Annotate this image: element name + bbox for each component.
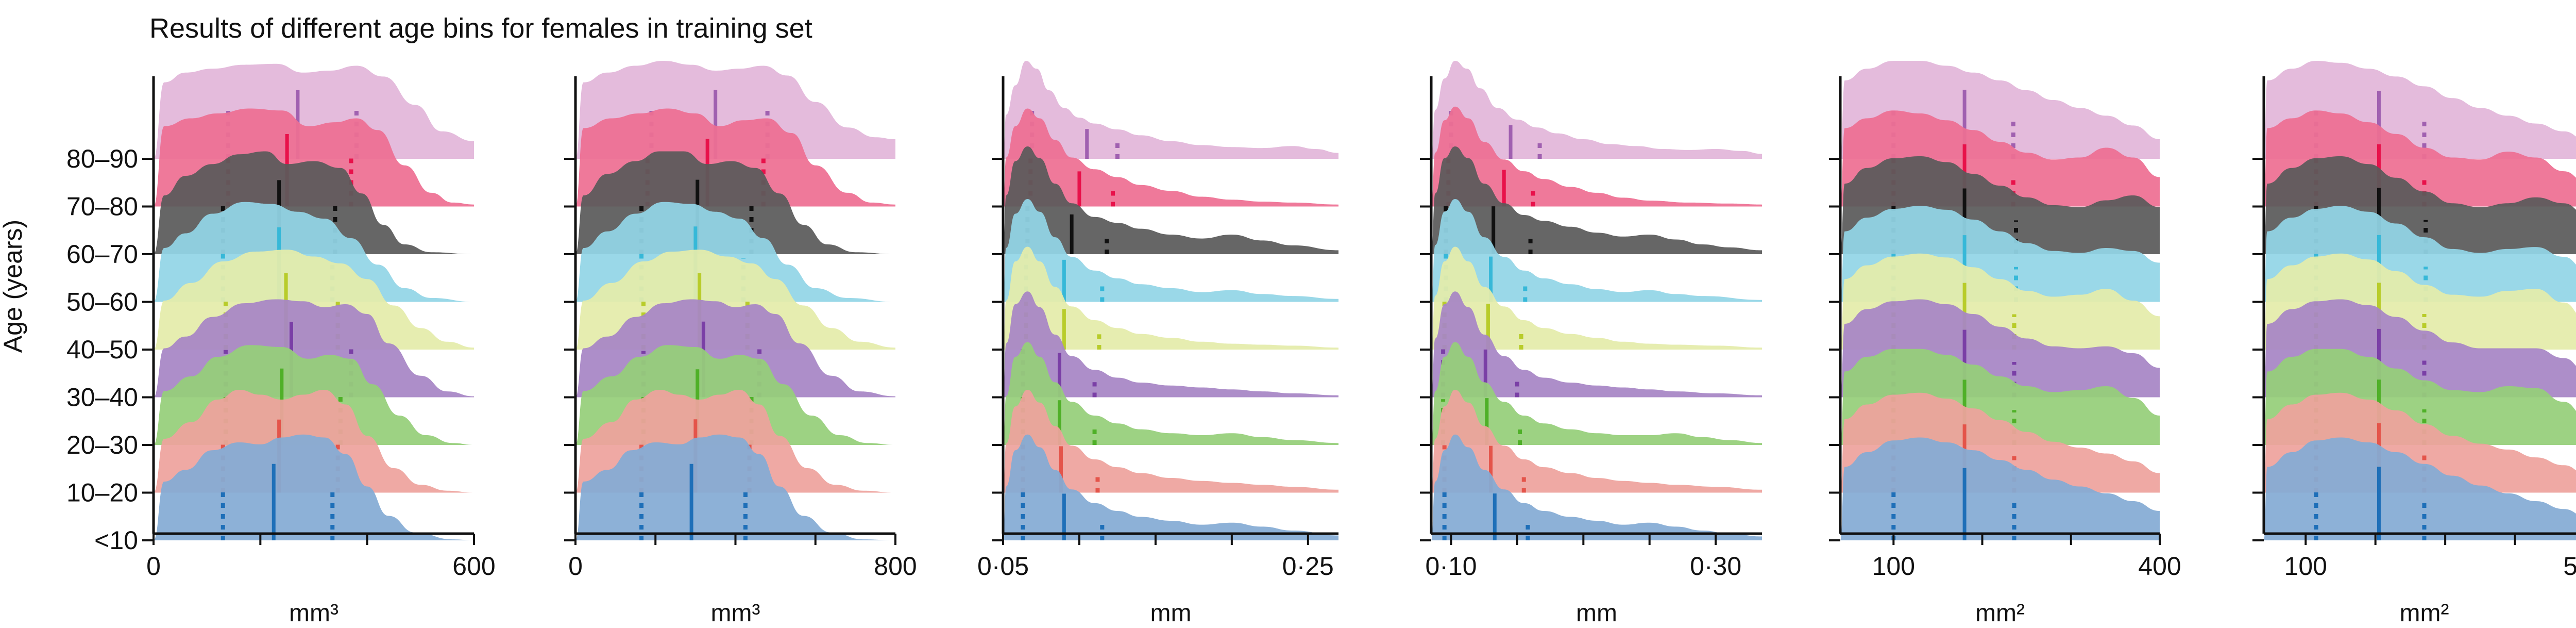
ridge-9: [575, 434, 895, 540]
ridge-3: [1431, 146, 1762, 254]
y-tick-label: 50–60: [66, 288, 138, 317]
ridge-8: [1431, 390, 1762, 493]
y-axis-label: Age (years): [0, 220, 27, 353]
x-axis-label: mm: [1150, 600, 1192, 627]
y-tick-label: 70–80: [66, 192, 138, 221]
ridgeline-panel-3: 0·05 0·25 mm: [977, 61, 1338, 627]
x-tick-label: 0·25: [1282, 552, 1334, 581]
ridgeline-panel-4: 0·10 0·30 mm: [1420, 61, 1762, 627]
x-tick-label: 800: [874, 552, 917, 581]
ridge-1: [1431, 61, 1762, 159]
x-tick-label: 100: [2284, 552, 2327, 581]
ridge-9: [1003, 434, 1338, 540]
y-tick-label: 10–20: [66, 478, 138, 507]
x-tick-label: 400: [2138, 552, 2181, 581]
ridge-9: [1431, 434, 1762, 540]
y-tick-label: 30–40: [66, 383, 138, 412]
ridge-5: [1003, 246, 1338, 350]
ridgeline-panel-1: 0 600 mm³: [142, 63, 496, 627]
ridgeline-panel-2: 0 800 mm³: [564, 61, 917, 627]
ridge-3: [1003, 146, 1338, 254]
ridge-2: [1003, 108, 1338, 207]
x-axis-label: mm³: [289, 600, 338, 627]
x-axis-label: mm³: [711, 600, 760, 627]
ridge-7: [1003, 342, 1338, 445]
ridge-6: [1431, 291, 1762, 398]
y-tick-label: 80–90: [66, 144, 138, 173]
x-axis-label: mm²: [1975, 600, 2025, 627]
ridge-4: [1431, 199, 1762, 302]
ridge-9: [2264, 437, 2576, 540]
ridge-6: [1003, 291, 1338, 398]
x-tick-label: 500: [2563, 552, 2576, 581]
x-tick-label: 600: [452, 552, 495, 581]
y-tick-label: 20–30: [66, 431, 138, 459]
ridge-5: [1431, 246, 1762, 350]
ridge-4: [1003, 199, 1338, 302]
x-tick-label: 0·05: [977, 552, 1029, 581]
x-tick-label: 0: [146, 552, 161, 581]
ridgeline-panel-6: 100 500 mm²: [2252, 61, 2576, 627]
ridge-9: [154, 434, 474, 540]
x-tick-label: 0·10: [1425, 552, 1477, 581]
y-tick-label: 40–50: [66, 335, 138, 364]
x-axis-label: mm: [1576, 600, 1617, 627]
ridge-7: [1431, 342, 1762, 445]
x-axis-label: mm²: [2400, 600, 2449, 627]
chart-title: Results of different age bins for female…: [149, 13, 812, 44]
ridgeline-panel-5: 100 400 mm²: [1829, 61, 2181, 627]
ridge-9: [1840, 437, 2160, 540]
x-tick-label: 100: [1872, 552, 1915, 581]
x-tick-label: 0: [568, 552, 583, 581]
y-tick-label: <10: [94, 526, 138, 555]
y-tick-label: 60–70: [66, 240, 138, 269]
ridge-2: [1431, 106, 1762, 207]
ridge-8: [1003, 390, 1338, 493]
x-tick-label: 0·30: [1690, 552, 1741, 581]
